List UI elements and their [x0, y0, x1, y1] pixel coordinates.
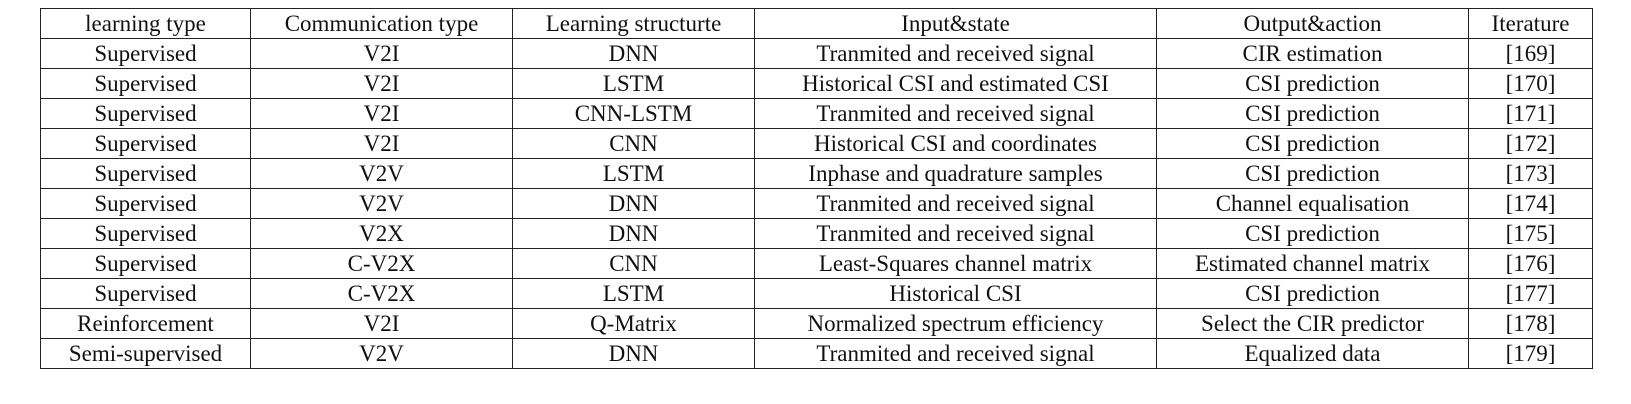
learning-structure-cell: CNN — [512, 128, 755, 159]
output-action-cell: Select the CIR predictor — [1156, 308, 1469, 339]
learning-structure-cell: LSTM — [512, 68, 755, 99]
learning-type-cell: Supervised — [40, 248, 251, 279]
learning-type-cell: Supervised — [40, 218, 251, 249]
literature-cell: [177] — [1468, 278, 1593, 309]
table-row: Supervised V2I DNN Tranmited and received s… — [40, 38, 1593, 69]
literature-cell: [176] — [1468, 248, 1593, 279]
learning-structure-cell: DNN — [512, 338, 755, 369]
learning-structure-cell: LSTM — [512, 158, 755, 189]
learning-structure-cell: DNN — [512, 38, 755, 69]
table-row: Supervised V2V DNN Tranmited and received s… — [40, 188, 1593, 219]
header-output-action: Output&action — [1156, 8, 1469, 39]
learning-type-cell: Supervised — [40, 188, 251, 219]
communication-type-cell: V2X — [250, 218, 513, 249]
literature-cell: [172] — [1468, 128, 1593, 159]
header-learning-type: learning type — [40, 8, 251, 39]
table-row: Semi-supervised V2V DNN Tranmited and recei… — [40, 338, 1593, 369]
input-state-cell: Tranmited and received signal — [754, 98, 1157, 129]
header-row: learning type Communication type Learnin… — [40, 8, 1593, 39]
table-body: Supervised V2I DNN Tranmited and received s… — [40, 38, 1593, 369]
output-action-cell: CSI prediction — [1156, 158, 1469, 189]
table-row: Supervised V2I LSTM Historical CSI and esti… — [40, 68, 1593, 99]
input-state-cell: Normalized spectrum efficiency — [754, 308, 1157, 339]
output-action-cell: CSI prediction — [1156, 278, 1469, 309]
learning-structure-cell: Q-Matrix — [512, 308, 755, 339]
header-communication-type: Communication type — [250, 8, 513, 39]
output-action-cell: Estimated channel matrix — [1156, 248, 1469, 279]
output-action-cell: CSI prediction — [1156, 68, 1469, 99]
communication-type-cell: V2V — [250, 338, 513, 369]
learning-type-cell: Supervised — [40, 128, 251, 159]
literature-cell: [179] — [1468, 338, 1593, 369]
literature-cell: [174] — [1468, 188, 1593, 219]
table-row: Reinforcement V2I Q-Matrix Normalized spect… — [40, 308, 1593, 339]
learning-type-cell: Supervised — [40, 68, 251, 99]
learning-structure-cell: CNN — [512, 248, 755, 279]
header-literature: Iterature — [1468, 8, 1593, 39]
communication-type-cell: V2I — [250, 308, 513, 339]
input-state-cell: Historical CSI and coordinates — [754, 128, 1157, 159]
output-action-cell: CIR estimation — [1156, 38, 1469, 69]
learning-type-cell: Semi-supervised — [40, 338, 251, 369]
literature-cell: [170] — [1468, 68, 1593, 99]
input-state-cell: Historical CSI and estimated CSI — [754, 68, 1157, 99]
literature-cell: [169] — [1468, 38, 1593, 69]
table-row: Supervised V2I CNN Historical CSI and coord… — [40, 128, 1593, 159]
table-header: learning type Communication type Learnin… — [40, 8, 1593, 39]
ml-channel-estimation-table: learning type Communication type Learnin… — [40, 8, 1593, 369]
output-action-cell: Channel equalisation — [1156, 188, 1469, 219]
communication-type-cell: C-V2X — [250, 278, 513, 309]
communication-type-cell: V2I — [250, 98, 513, 129]
learning-type-cell: Supervised — [40, 98, 251, 129]
input-state-cell: Least-Squares channel matrix — [754, 248, 1157, 279]
learning-type-cell: Reinforcement — [40, 308, 251, 339]
input-state-cell: Tranmited and received signal — [754, 338, 1157, 369]
input-state-cell: Inphase and quadrature samples — [754, 158, 1157, 189]
table-row: Supervised V2X DNN Tranmited and received s… — [40, 218, 1593, 249]
learning-type-cell: Supervised — [40, 278, 251, 309]
communication-type-cell: V2I — [250, 68, 513, 99]
table-row: Supervised C-V2X CNN Least-Squares channel … — [40, 248, 1593, 279]
learning-type-cell: Supervised — [40, 38, 251, 69]
literature-cell: [178] — [1468, 308, 1593, 339]
literature-cell: [173] — [1468, 158, 1593, 189]
input-state-cell: Tranmited and received signal — [754, 188, 1157, 219]
communication-type-cell: V2V — [250, 188, 513, 219]
table-row: Supervised V2V LSTM Inphase and quadrature … — [40, 158, 1593, 189]
input-state-cell: Tranmited and received signal — [754, 218, 1157, 249]
table-row: Supervised C-V2X LSTM Historical CSI CSI pre… — [40, 278, 1593, 309]
literature-cell: [175] — [1468, 218, 1593, 249]
output-action-cell: Equalized data — [1156, 338, 1469, 369]
learning-type-cell: Supervised — [40, 158, 251, 189]
output-action-cell: CSI prediction — [1156, 98, 1469, 129]
table-row: Supervised V2I CNN-LSTM Tranmited and recei… — [40, 98, 1593, 129]
learning-structure-cell: DNN — [512, 188, 755, 219]
input-state-cell: Historical CSI — [754, 278, 1157, 309]
communication-type-cell: C-V2X — [250, 248, 513, 279]
communication-type-cell: V2V — [250, 158, 513, 189]
output-action-cell: CSI prediction — [1156, 128, 1469, 159]
input-state-cell: Tranmited and received signal — [754, 38, 1157, 69]
learning-structure-cell: DNN — [512, 218, 755, 249]
output-action-cell: CSI prediction — [1156, 218, 1469, 249]
communication-type-cell: V2I — [250, 128, 513, 159]
learning-structure-cell: LSTM — [512, 278, 755, 309]
literature-cell: [171] — [1468, 98, 1593, 129]
learning-structure-cell: CNN-LSTM — [512, 98, 755, 129]
header-input-state: Input&state — [754, 8, 1157, 39]
header-learning-structure: Learning structurte — [512, 8, 755, 39]
communication-type-cell: V2I — [250, 38, 513, 69]
